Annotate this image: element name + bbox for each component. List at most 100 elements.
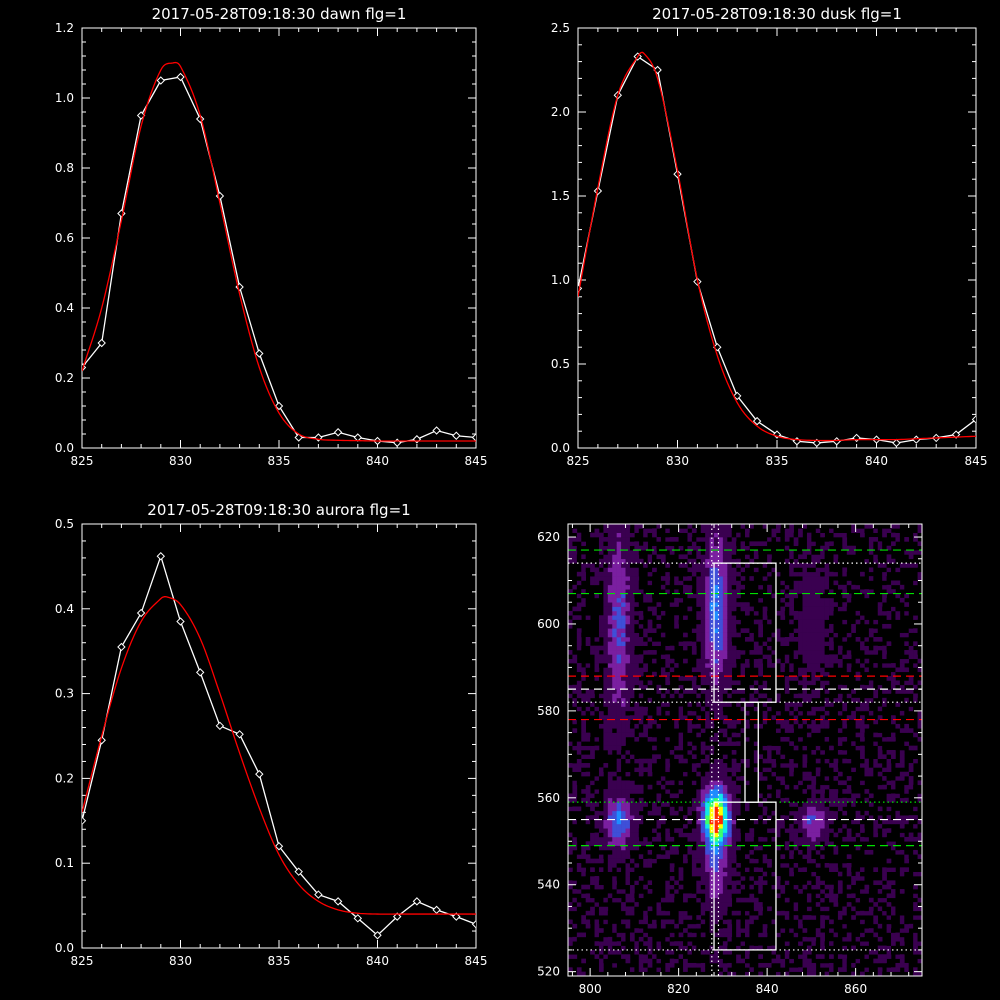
heatmap-cell xyxy=(674,897,679,903)
data-point-marker xyxy=(176,72,185,82)
heatmap-cell xyxy=(824,650,830,655)
heatmap-cell xyxy=(598,684,604,690)
heatmap-cell xyxy=(762,806,768,812)
heatmap-cell xyxy=(727,667,733,673)
heatmap-cell xyxy=(700,650,706,655)
heatmap-cell xyxy=(691,593,697,599)
heatmap-cell xyxy=(691,680,697,686)
heatmap-cell xyxy=(811,597,817,603)
heatmap-cell xyxy=(815,650,821,655)
heatmap-cell xyxy=(665,954,671,959)
heatmap-cell xyxy=(714,845,719,851)
heatmap-cell xyxy=(652,802,657,807)
heatmap-cell xyxy=(629,806,635,812)
heatmap-cell xyxy=(824,589,830,594)
heatmap-cell xyxy=(603,941,609,946)
heatmap-cell xyxy=(590,958,595,964)
heatmap-cell xyxy=(758,623,763,629)
heatmap-cell xyxy=(669,810,675,816)
heatmap-cell xyxy=(722,680,728,686)
heatmap-cell xyxy=(581,958,586,964)
heatmap-cell xyxy=(616,623,622,629)
heatmap-cell xyxy=(687,828,693,833)
heatmap-cell xyxy=(696,532,702,538)
heatmap-cell xyxy=(709,641,715,646)
heatmap-cell xyxy=(687,793,693,799)
heatmap-cell xyxy=(740,697,746,703)
heatmap-cell xyxy=(714,684,719,690)
heatmap-cell xyxy=(771,871,777,877)
heatmap-cell xyxy=(625,689,631,694)
heatmap-cell xyxy=(629,784,635,790)
heatmap-cell xyxy=(714,832,719,838)
heatmap-cell xyxy=(647,606,653,612)
heatmap-cell xyxy=(581,576,586,581)
heatmap-cell xyxy=(820,658,825,664)
heatmap-cell xyxy=(691,780,697,786)
heatmap-cell xyxy=(780,632,786,638)
heatmap-cell xyxy=(736,954,741,959)
heatmap-cell xyxy=(758,754,763,759)
heatmap-cell xyxy=(607,954,613,959)
heatmap-cell xyxy=(727,567,733,573)
heatmap-cell xyxy=(727,902,733,907)
heatmap-cell xyxy=(598,723,604,729)
heatmap-cell xyxy=(784,797,790,803)
heatmap-cell xyxy=(806,723,812,729)
heatmap-cell xyxy=(780,641,786,646)
heatmap-cell xyxy=(581,541,586,547)
heatmap-cell xyxy=(696,863,702,868)
heatmap-cell xyxy=(722,671,728,677)
heatmap-cell xyxy=(687,593,693,599)
heatmap-cell xyxy=(590,689,595,694)
heatmap-cell xyxy=(722,550,728,555)
heatmap-cell xyxy=(594,597,600,603)
heatmap-cell xyxy=(607,658,613,664)
heatmap-cell xyxy=(691,702,697,707)
heatmap-cell xyxy=(709,780,715,786)
heatmap-cell xyxy=(745,780,750,786)
heatmap-cell xyxy=(647,680,653,686)
heatmap-cell xyxy=(806,784,812,790)
heatmap-cell xyxy=(798,902,803,907)
heatmap-cell xyxy=(806,789,812,794)
heatmap-cell xyxy=(625,545,631,551)
heatmap-cell xyxy=(811,602,817,607)
heatmap-cell xyxy=(714,628,719,633)
heatmap-cell xyxy=(603,537,609,542)
heatmap-cell xyxy=(789,971,794,977)
heatmap-cell xyxy=(718,524,724,529)
heatmap-cell xyxy=(594,663,600,668)
heatmap-cell xyxy=(643,537,648,542)
heatmap-cell xyxy=(603,910,609,916)
heatmap-cell xyxy=(612,810,617,816)
heatmap-cell xyxy=(771,619,777,625)
heatmap-cell xyxy=(665,680,671,686)
heatmap-cell xyxy=(621,802,626,807)
heatmap-cell xyxy=(714,941,719,946)
heatmap-cell xyxy=(674,571,679,577)
heatmap-cell xyxy=(603,680,609,686)
heatmap-cell xyxy=(607,863,613,868)
heatmap-cell xyxy=(749,676,755,681)
heatmap-cell xyxy=(829,767,834,773)
heatmap-cell xyxy=(683,958,688,964)
heatmap-cell xyxy=(806,563,812,568)
heatmap-cell xyxy=(811,849,817,855)
heatmap-cell xyxy=(718,789,724,794)
heatmap-cell xyxy=(771,876,777,881)
heatmap-cell xyxy=(612,841,617,846)
heatmap-cell xyxy=(656,971,662,977)
heatmap-cell xyxy=(829,819,834,825)
heatmap-cell xyxy=(612,728,617,733)
heatmap-cell xyxy=(674,667,679,673)
heatmap-cell xyxy=(767,815,772,820)
heatmap-cell xyxy=(753,524,759,529)
heatmap-cell xyxy=(598,576,604,581)
heatmap-cell xyxy=(824,576,830,581)
heatmap-cell xyxy=(767,628,772,633)
heatmap-cell xyxy=(683,763,688,768)
heatmap-cell xyxy=(798,932,803,938)
heatmap-cell xyxy=(780,793,786,799)
heatmap-cell xyxy=(665,663,671,668)
